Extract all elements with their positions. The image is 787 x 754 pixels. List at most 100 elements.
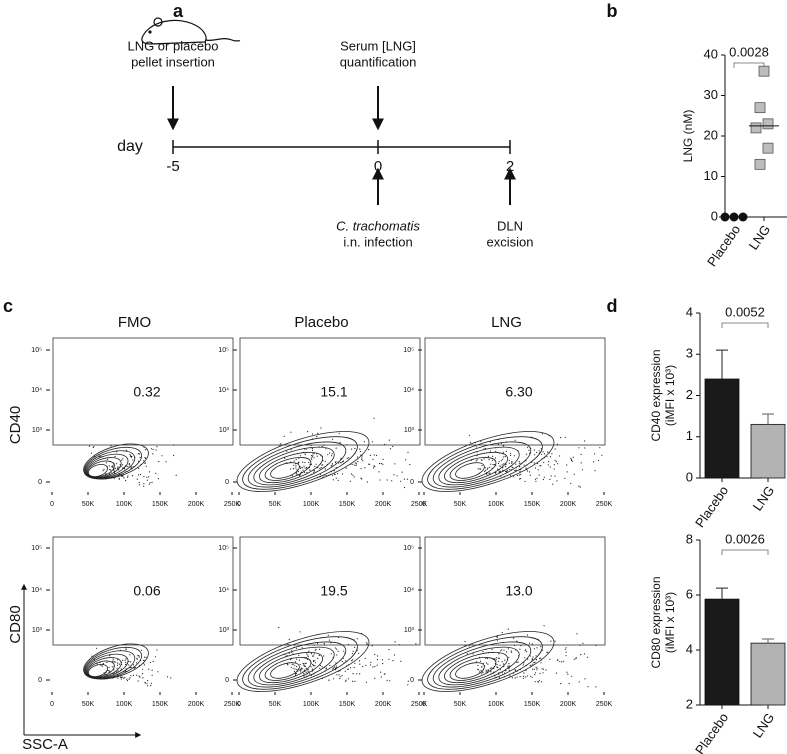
event-dot: [305, 662, 307, 664]
event-dot: [490, 671, 492, 673]
event-dot: [361, 457, 363, 459]
event-dot: [362, 460, 364, 462]
event-dot: [136, 478, 138, 480]
event-dot: [130, 456, 132, 458]
event-dot: [374, 665, 376, 668]
contour-plot: [421, 625, 597, 692]
event-dot: [502, 663, 504, 665]
event-dot: [130, 455, 132, 457]
event-dot: [526, 446, 529, 448]
y-tick-label: 0: [38, 479, 42, 486]
event-dot: [374, 653, 376, 656]
event-dot: [319, 667, 321, 669]
event-dot: [302, 469, 304, 471]
event-dot: [300, 667, 302, 669]
y-tick-label: 4: [686, 641, 693, 656]
event-dot: [108, 670, 110, 672]
event-dot: [393, 474, 395, 476]
event-dot: [311, 668, 313, 670]
dot: [762, 142, 774, 154]
x-tick-label: 150K: [339, 501, 356, 508]
event-dot: [152, 453, 154, 455]
event-dot: [118, 663, 120, 665]
x-tick-label: 250K: [596, 501, 613, 508]
event-dot: [128, 463, 130, 465]
event-dot: [466, 653, 468, 655]
event-dot: [508, 459, 510, 461]
event-dot: [494, 658, 496, 660]
row-marker: CD80: [7, 605, 24, 643]
event-dot: [112, 658, 114, 660]
event-dot: [351, 660, 353, 662]
y-tick-label: 10⁵: [218, 347, 229, 354]
event-dot: [369, 454, 371, 456]
event-dot: [331, 474, 334, 476]
event-dot: [382, 458, 384, 460]
event-dot: [308, 461, 310, 464]
dot: [762, 118, 774, 130]
event-dot: [293, 460, 295, 462]
y-tick-label: 1: [686, 428, 693, 443]
event-dot: [503, 649, 505, 651]
event-dot: [541, 433, 544, 435]
event-dot: [352, 650, 354, 653]
event-dot: [547, 464, 549, 466]
contour: [87, 463, 109, 478]
event-dot: [499, 664, 501, 667]
event-dot: [116, 451, 118, 453]
event-dot: [312, 433, 314, 435]
event-dot: [499, 465, 501, 467]
event-dot: [554, 448, 556, 450]
x-tick-label: 150K: [339, 701, 356, 708]
event-dot: [526, 651, 528, 653]
contour: [242, 636, 358, 690]
event-dot: [534, 467, 537, 469]
event-dot: [132, 664, 135, 666]
event-dot: [407, 684, 409, 686]
y-tick-label: 10⁴: [218, 387, 229, 394]
event-dot: [349, 480, 351, 482]
event-dot: [313, 457, 315, 459]
event-dot: [575, 658, 577, 660]
event-dot: [531, 676, 533, 678]
event-dot: [166, 676, 169, 678]
x-tick-label: 50K: [454, 501, 467, 508]
event-dot: [345, 679, 347, 681]
event-dot: [312, 655, 314, 657]
event-dot: [527, 658, 529, 660]
event-dot: [578, 485, 580, 487]
event-dot: [125, 658, 127, 660]
event-dot: [542, 668, 545, 670]
event-dot: [371, 645, 373, 647]
event-dot: [497, 462, 500, 465]
event-dot: [368, 449, 370, 451]
y-tick-label: 10⁴: [31, 387, 42, 394]
event-dot: [125, 663, 127, 666]
event-dot: [539, 465, 541, 467]
event-dot: [292, 667, 294, 669]
gate: [424, 536, 606, 646]
event-dot: [114, 467, 116, 470]
event-dot: [560, 683, 562, 685]
event-dot: [519, 466, 521, 468]
event-dot: [409, 463, 411, 466]
event-dot: [146, 479, 148, 481]
x-tick-label: 50K: [269, 501, 282, 508]
event-dot: [295, 467, 297, 469]
event-dot: [519, 478, 521, 480]
event-dot: [508, 663, 510, 665]
event-dot: [359, 448, 361, 450]
event-dot: [144, 682, 147, 684]
x-tick-label: LNG: [750, 483, 778, 514]
event-dot: [305, 448, 307, 450]
event-dot: [138, 453, 141, 455]
event-dot: [565, 651, 567, 653]
event-dot: [484, 447, 486, 450]
event-dot: [531, 658, 534, 660]
event-dot: [498, 657, 500, 660]
event-dot: [296, 469, 298, 471]
event-dot: [316, 436, 318, 438]
event-dot: [594, 470, 596, 472]
event-dot: [339, 676, 341, 678]
event-dot: [130, 467, 132, 469]
